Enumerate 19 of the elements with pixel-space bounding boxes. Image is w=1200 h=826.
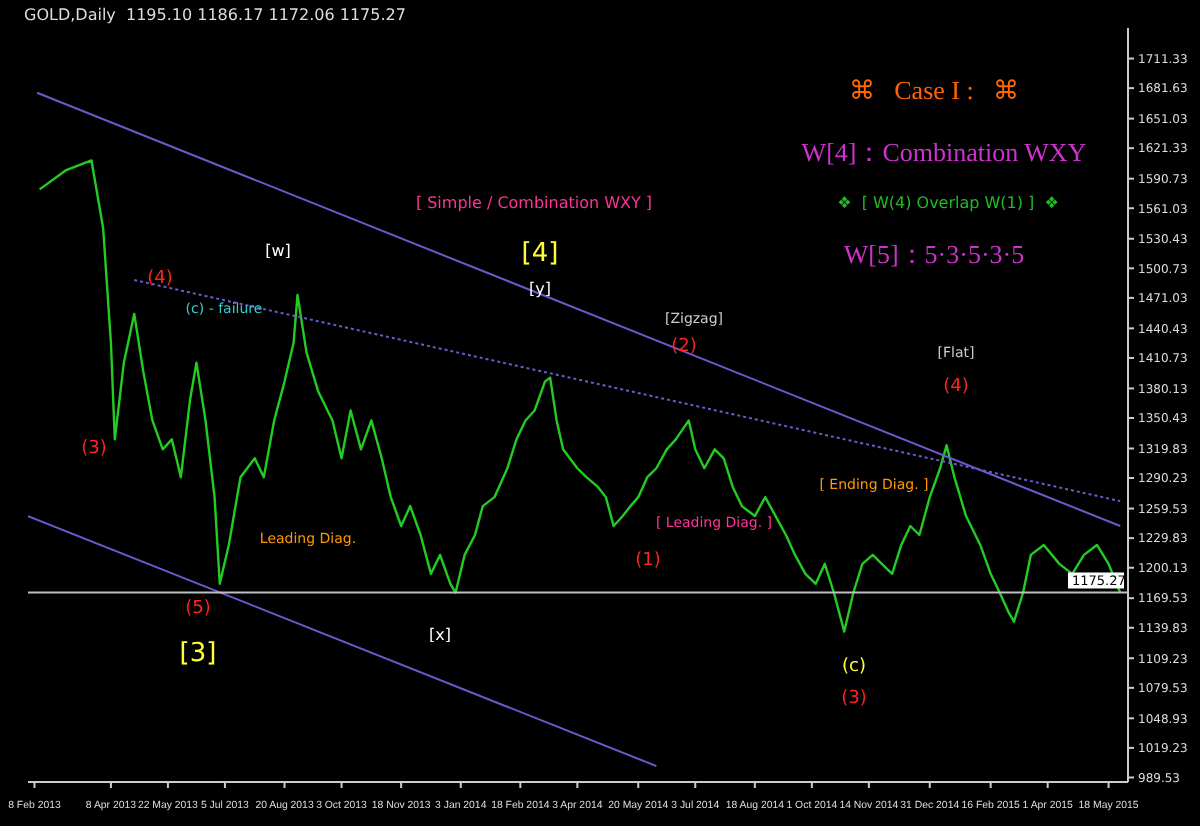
annotation: ⌘ Case I : ⌘	[848, 75, 1020, 105]
annotation: (4)	[147, 269, 173, 289]
annotation: (2)	[671, 337, 697, 357]
chart-title: GOLD,Daily 1195.10 1186.17 1172.06 1175.27	[24, 6, 406, 24]
annotation: [4]	[521, 239, 559, 269]
annotation: (3)	[841, 689, 867, 709]
annotation: [ Simple / Combination WXY ]	[415, 194, 653, 212]
annotation: (1)	[635, 551, 661, 571]
annotation: [y]	[529, 280, 551, 298]
annotation: ❖ [ W(4) Overlap W(1) ] ❖	[837, 194, 1059, 212]
annotation: (4)	[943, 377, 969, 397]
annotation: (5)	[185, 599, 211, 619]
annotation: [w]	[265, 242, 291, 260]
annotation: (c)	[842, 657, 866, 677]
annotation: [x]	[429, 626, 451, 644]
annotation: (3)	[81, 439, 107, 459]
annotation: [3]	[179, 639, 217, 669]
annotation: W[5]：5·3·5·3·5	[843, 239, 1025, 269]
annotation: W[4]：Combination WXY	[801, 137, 1087, 167]
